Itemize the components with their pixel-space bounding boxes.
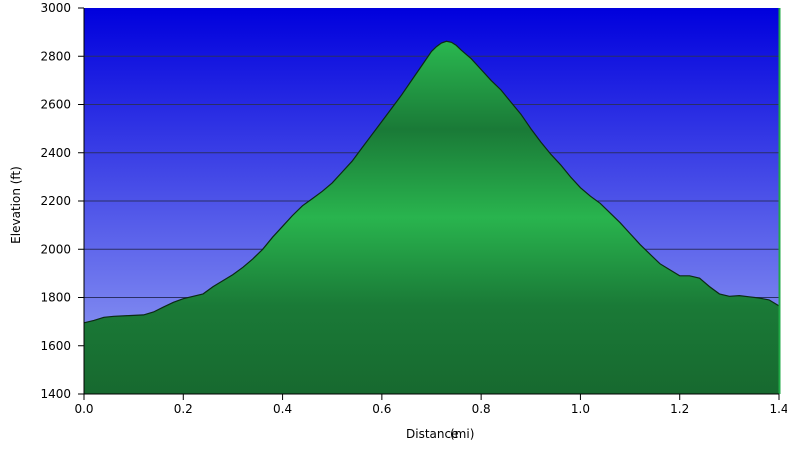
x-tick-label: 1.2 [670,402,689,416]
elevation-line [83,40,780,324]
y-axis-title: Elevation (ft) [9,166,23,244]
y-tick-label: 1600 [40,339,71,353]
x-axis-unit: (mi) [450,427,474,441]
axes [83,8,779,400]
y-tick-label: 2800 [40,49,71,63]
y-tick-label: 1800 [40,291,71,305]
y-tick-label: 2200 [40,194,71,208]
x-tick-label: 1.4 [769,402,787,416]
x-tick-label: 0.6 [372,402,391,416]
x-axis-title: Distance [406,427,458,441]
x-axis-ticks: 0.0 0.2 0.4 0.6 0.8 1.0 1.2 1.4 [74,394,787,416]
y-tick-label: 2400 [40,146,71,160]
y-axis-ticks: 1400 1600 1800 2000 2200 2400 2600 2800 3000 [40,1,84,401]
x-tick-label: 1.0 [571,402,590,416]
y-tick-label: 1400 [40,387,71,401]
elevation-area [84,41,779,395]
x-tick-label: 0.4 [273,402,292,416]
x-tick-label: 0.0 [74,402,93,416]
x-tick-label: 0.8 [472,402,491,416]
y-tick-label: 2600 [40,98,71,112]
y-tick-label: 2000 [40,242,71,256]
x-tick-label: 0.2 [174,402,193,416]
y-tick-label: 3000 [40,1,71,15]
